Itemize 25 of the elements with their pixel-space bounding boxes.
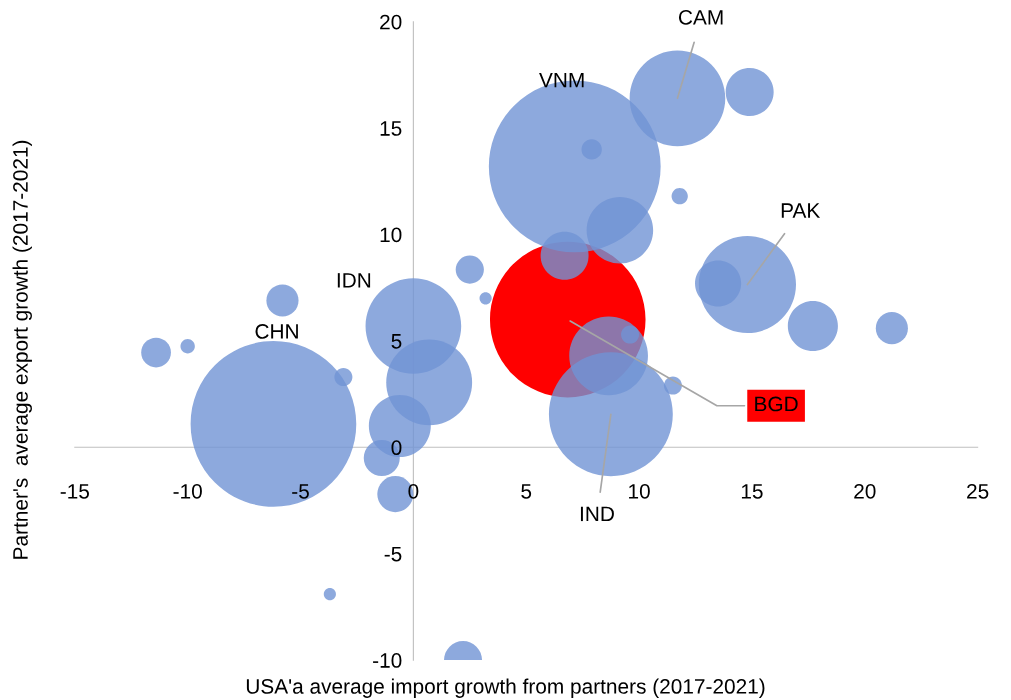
- y-tick-label: -10: [373, 653, 402, 668]
- text: BGD: [755, 396, 798, 412]
- x-tick-label: -15: [60, 484, 89, 499]
- y-tick-label: 10: [380, 227, 402, 243]
- x-tick-label: -10: [173, 483, 202, 499]
- y-tick-label: 20: [380, 14, 402, 30]
- y-tick-label: 0: [391, 440, 402, 456]
- x-tick-label: 20: [854, 483, 876, 499]
- x-tick-label: 25: [967, 483, 989, 499]
- x-tick-label: 0: [408, 483, 419, 499]
- x-tick-label: 10: [629, 483, 650, 499]
- annotation: CAM: [678, 9, 723, 25]
- y-axis-title: Partner's average export growth (2017-2021): [12, 140, 32, 559]
- annotation: VNM: [539, 72, 584, 88]
- y-tick-label: 5: [391, 334, 402, 349]
- y-tick-label: -5: [384, 546, 402, 562]
- x-tick-label: -5: [292, 484, 309, 499]
- annotation: CHN: [255, 324, 298, 339]
- annotation: IDN: [337, 273, 371, 288]
- y-tick-label: 15: [380, 121, 402, 136]
- annotation: IND: [580, 506, 614, 522]
- x-tick-label: 5: [521, 484, 532, 499]
- x-axis-title: USA'a average import growth from partners (2017-2021): [246, 678, 765, 698]
- x-tick-label: 15: [741, 484, 763, 499]
- annotation: PAK: [781, 203, 821, 218]
